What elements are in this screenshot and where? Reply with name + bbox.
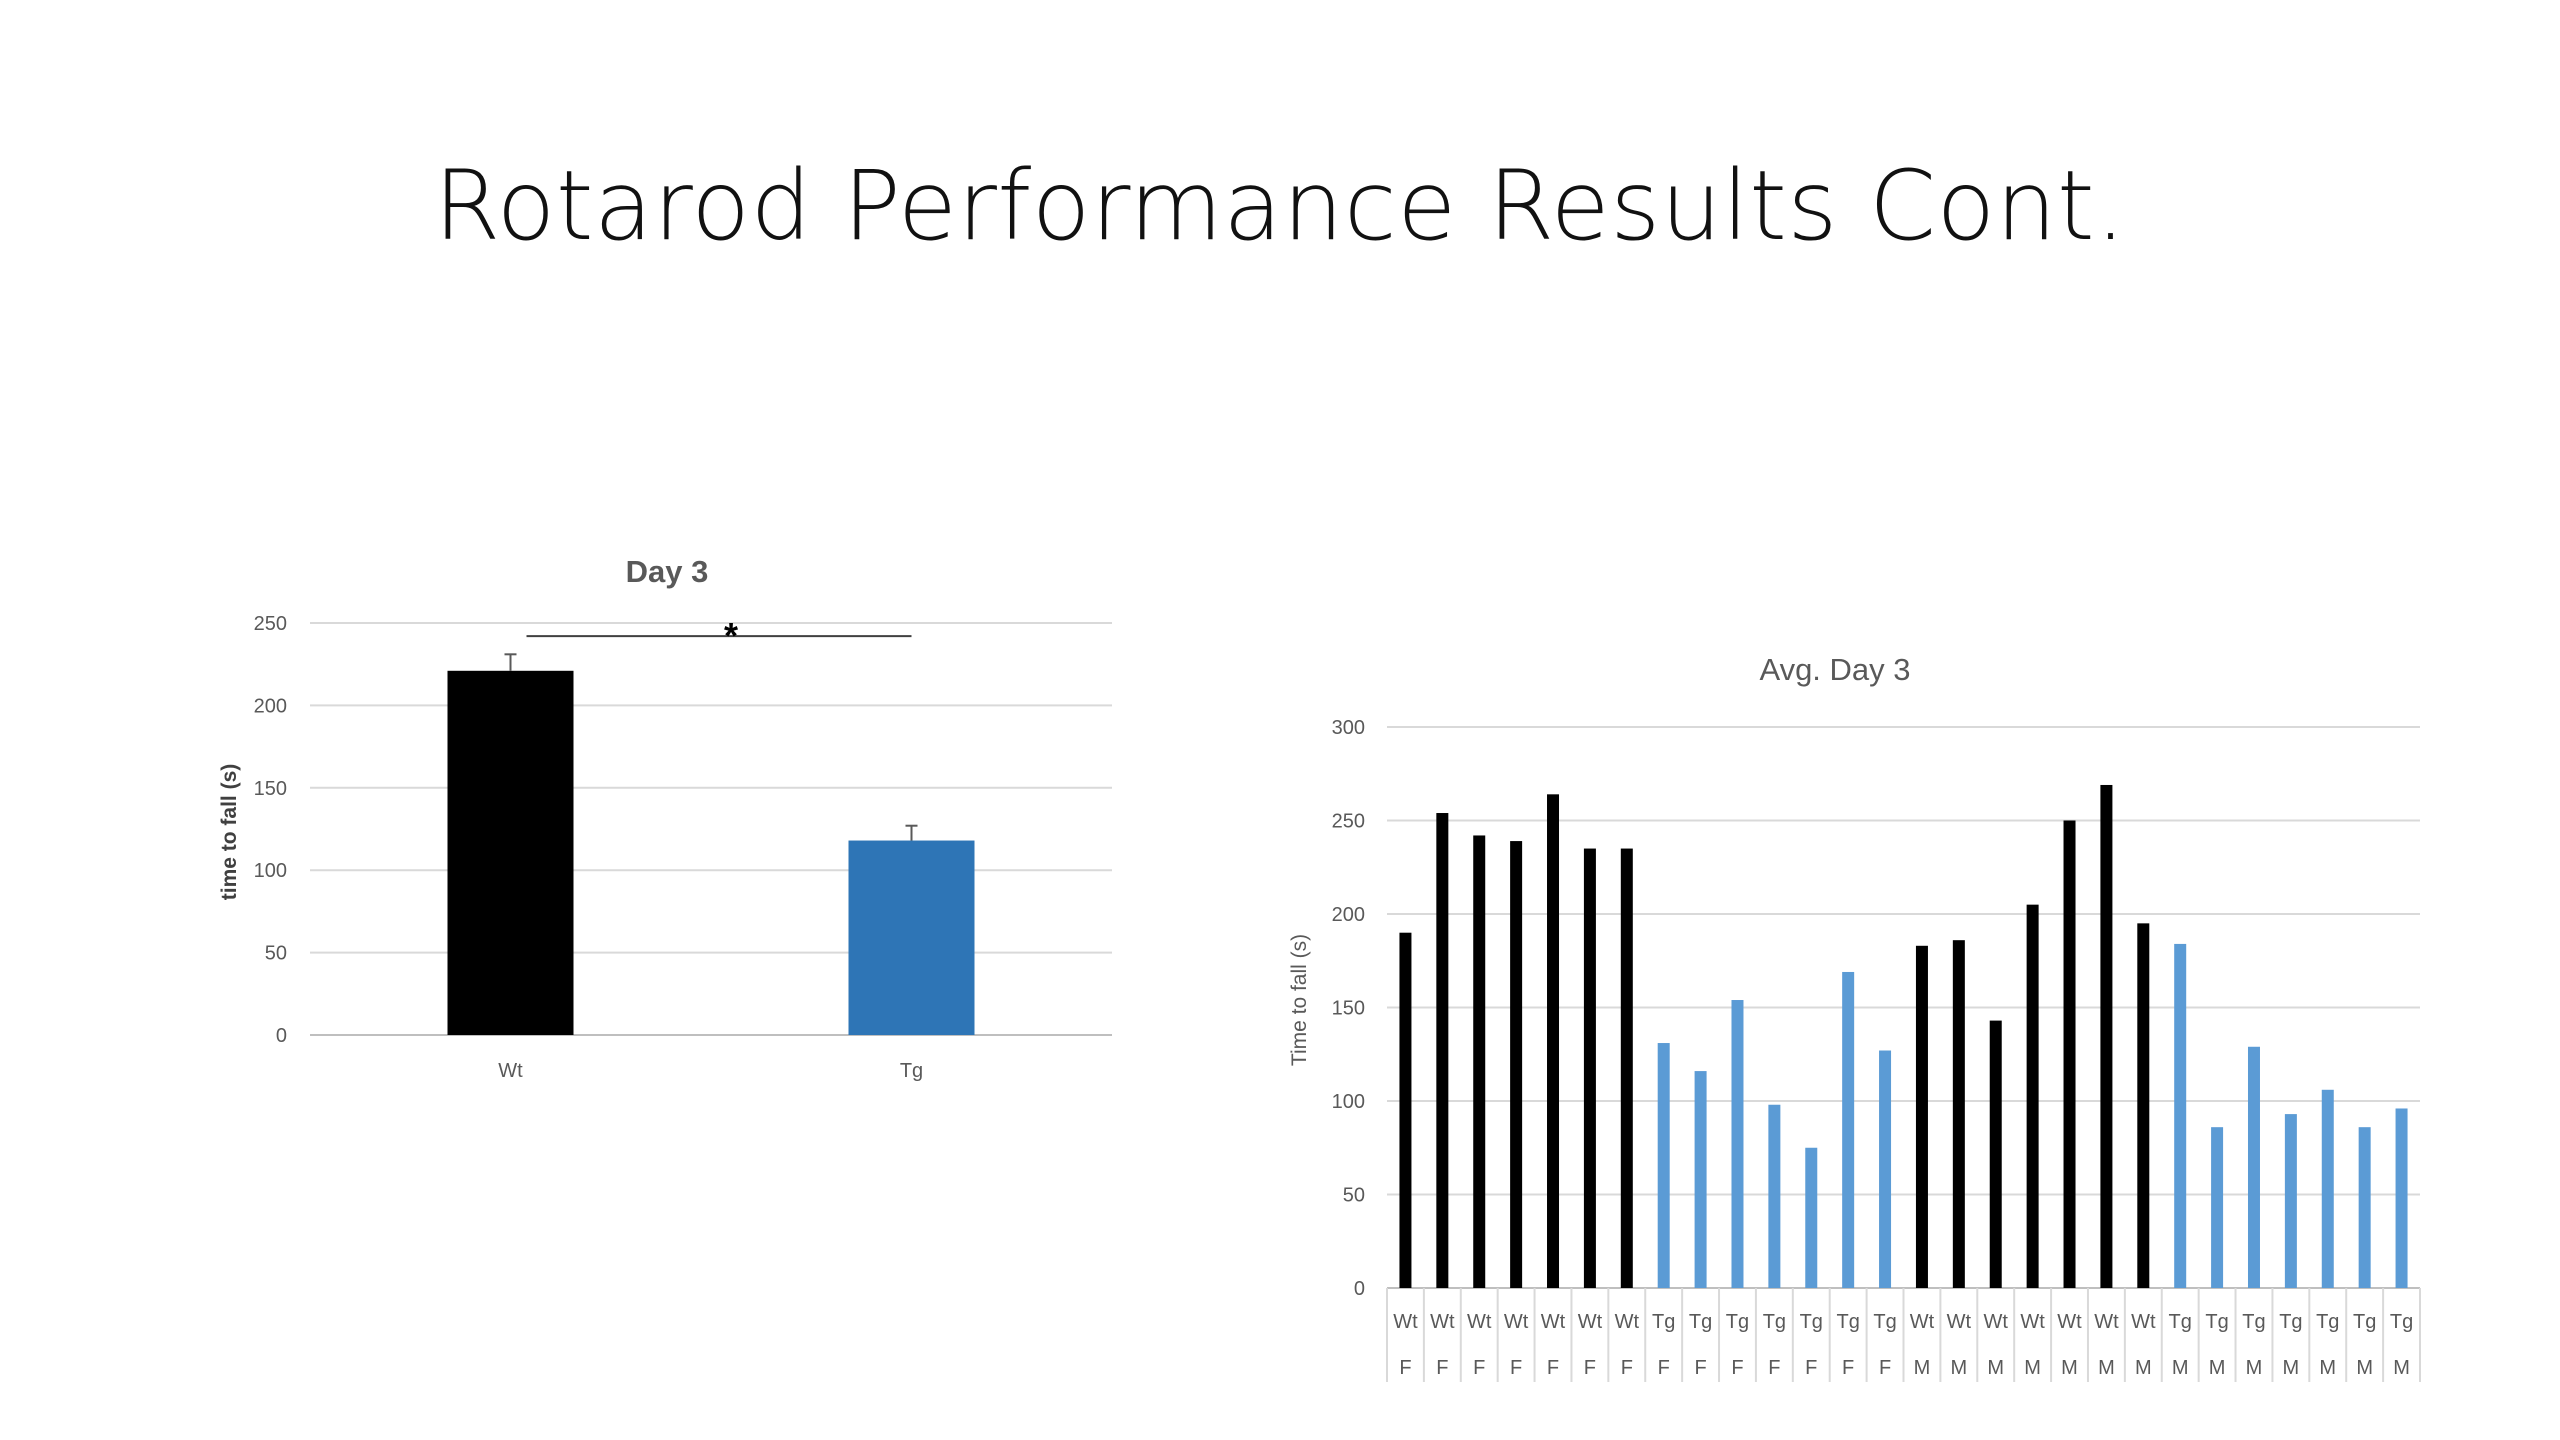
bar-wt <box>447 670 574 1035</box>
y-axis-title: time to fall (s) <box>218 764 241 901</box>
y-tick-label: 50 <box>265 943 287 965</box>
y-tick-label: 100 <box>254 860 287 882</box>
chart-title: Day 3 <box>626 554 709 589</box>
y-tick-label: 200 <box>254 695 287 717</box>
y-tick-label: 250 <box>254 613 287 635</box>
bar-tg <box>848 840 975 1035</box>
x-tick-label: Tg <box>900 1060 923 1082</box>
y-tick-label: 0 <box>276 1025 287 1047</box>
slide-title: Rotarod Performance Results Cont. <box>433 150 2127 262</box>
y-tick-label: 150 <box>254 778 287 800</box>
x-tick-label: Wt <box>498 1060 523 1082</box>
significance-marker: * <box>724 615 738 656</box>
